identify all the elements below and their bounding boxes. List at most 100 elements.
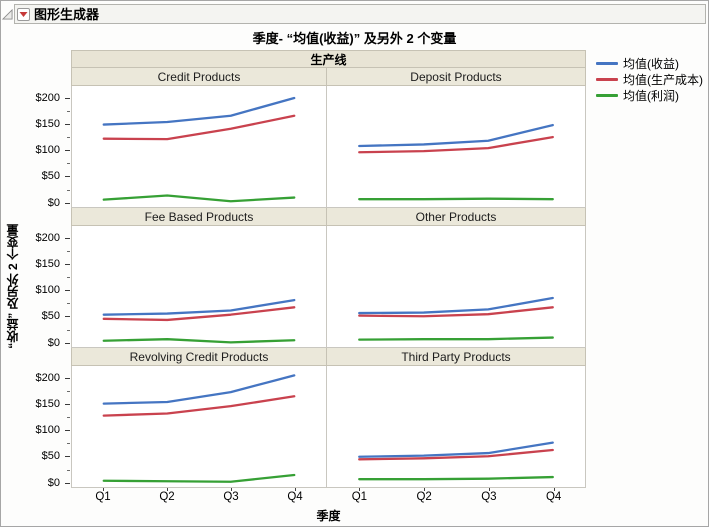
y-minor-tick-mark	[67, 303, 70, 305]
legend-item--[interactable]: 均值(生产成本)	[596, 71, 708, 87]
series-line--[interactable]	[359, 298, 553, 313]
legend-line-swatch	[596, 93, 618, 97]
graph-builder-body: “收益” 及另外 2 个变量 生产线 Credit Products Deposit…	[1, 50, 708, 523]
y-minor-tick-mark	[67, 329, 70, 331]
series-line--[interactable]	[104, 475, 295, 482]
y-axis-title[interactable]: “收益” 及另外 2 个变量	[5, 224, 20, 349]
plot-area-fee-based-products[interactable]	[72, 226, 326, 347]
x-axis-ticks: Q1 Q2 Q3 Q4	[71, 488, 327, 505]
report-titlebar: 图形生成器	[14, 4, 706, 24]
collapse-triangle-icon[interactable]	[2, 8, 13, 20]
series-line--[interactable]	[359, 443, 553, 457]
plot-panel-third-party-products[interactable]	[327, 366, 586, 488]
y-axis-ticks: $0 $50 $100 $150 $200	[21, 86, 71, 209]
y-axis-ticks: $0 $50 $100 $150 $200	[21, 366, 71, 489]
y-minor-tick-mark	[67, 469, 70, 471]
y-axis-ticks: $0 $50 $100 $150 $200	[21, 226, 71, 349]
y-tick-label: $50	[41, 450, 60, 463]
y-tick-mark	[65, 263, 70, 265]
plot-area-deposit-products[interactable]	[327, 86, 585, 207]
titlebar-row: 图形生成器	[1, 1, 708, 24]
red-triangle-menu-button[interactable]	[17, 7, 30, 21]
legend-line-swatch	[596, 61, 618, 65]
series-line--[interactable]	[359, 477, 553, 479]
y-tick-label: $100	[35, 424, 60, 437]
x-tick-label: Q4	[263, 488, 327, 505]
red-triangle-icon	[19, 11, 28, 17]
panel-header-third-party-products: Third Party Products	[327, 348, 586, 366]
y-minor-tick-mark	[67, 110, 70, 112]
y-tick-label: $0	[47, 196, 60, 209]
series-line--[interactable]	[104, 116, 295, 139]
series-line--[interactable]	[104, 339, 295, 342]
x-tick-label: Q3	[199, 488, 263, 505]
series-line--[interactable]	[359, 307, 553, 316]
series-line--[interactable]	[104, 300, 295, 315]
y-tick-mark	[65, 123, 70, 125]
y-tick-mark	[65, 237, 70, 239]
legend-line-swatch	[596, 77, 618, 81]
ytick-spacer	[21, 505, 71, 523]
y-tick-mark	[65, 150, 70, 152]
x-tick-label: Q2	[392, 488, 457, 505]
y-tick-label: $200	[35, 91, 60, 104]
y-tick-mark	[65, 316, 70, 318]
x-tick-label: Q4	[521, 488, 586, 505]
group-header: 生产线	[71, 50, 586, 68]
plot-panel-credit-products[interactable]	[71, 86, 327, 208]
series-line--[interactable]	[359, 137, 553, 152]
y-axis-title-column: “收益” 及另外 2 个变量	[3, 50, 21, 523]
plot-area-other-products[interactable]	[327, 226, 585, 347]
y-tick-mark	[65, 342, 70, 344]
panel-header-fee-based-products: Fee Based Products	[71, 208, 327, 226]
window-title: 图形生成器	[34, 6, 100, 22]
legend-label: 均值(利润)	[623, 88, 679, 103]
y-tick-mark	[65, 430, 70, 432]
chart-title: 季度- “均值(收益)” 及另外 2 个变量	[252, 31, 457, 46]
y-tick-mark	[65, 97, 70, 99]
y-tick-label: $150	[35, 397, 60, 410]
series-line--[interactable]	[104, 396, 295, 415]
y-tick-label: $50	[41, 170, 60, 183]
y-tick-label: $50	[41, 310, 60, 323]
series-line--[interactable]	[104, 195, 295, 201]
y-tick-mark	[65, 377, 70, 379]
legend-item--[interactable]: 均值(收益)	[596, 55, 708, 71]
legend-item--[interactable]: 均值(利润)	[596, 87, 708, 103]
x-axis-title[interactable]: 季度	[316, 509, 341, 523]
panel-header-other-products: Other Products	[327, 208, 586, 226]
series-line--[interactable]	[359, 125, 553, 146]
x-tick-label: Q1	[71, 488, 135, 505]
ytick-spacer	[21, 208, 71, 226]
ytick-spacer	[21, 488, 71, 505]
y-tick-mark	[65, 482, 70, 484]
y-tick-label: $0	[47, 336, 60, 349]
y-tick-label: $150	[35, 257, 60, 270]
y-minor-tick-mark	[67, 163, 70, 165]
series-line--[interactable]	[104, 307, 295, 320]
series-line--[interactable]	[104, 98, 295, 125]
x-axis-ticks: Q1 Q2 Q3 Q4	[327, 488, 586, 505]
x-tick-label: Q2	[135, 488, 199, 505]
series-line--[interactable]	[359, 338, 553, 340]
y-minor-tick-mark	[67, 390, 70, 392]
series-line--[interactable]	[359, 450, 553, 459]
legend-label: 均值(生产成本)	[623, 72, 703, 87]
plot-panel-deposit-products[interactable]	[327, 86, 586, 208]
y-tick-label: $200	[35, 371, 60, 384]
ytick-spacer	[21, 50, 71, 68]
series-line--[interactable]	[104, 375, 295, 403]
y-tick-label: $100	[35, 284, 60, 297]
plot-panel-fee-based-products[interactable]	[71, 226, 327, 348]
plot-panel-revolving-credit-products[interactable]	[71, 366, 327, 488]
y-tick-mark	[65, 456, 70, 458]
y-minor-tick-mark	[67, 417, 70, 418]
plot-area-third-party-products[interactable]	[327, 366, 585, 487]
y-tick-label: $100	[35, 144, 60, 157]
plot-area-credit-products[interactable]	[72, 86, 326, 207]
plot-area-revolving-credit-products[interactable]	[72, 366, 326, 487]
plot-panel-other-products[interactable]	[327, 226, 586, 348]
panel-header-deposit-products: Deposit Products	[327, 68, 586, 86]
y-minor-tick-mark	[67, 277, 70, 278]
